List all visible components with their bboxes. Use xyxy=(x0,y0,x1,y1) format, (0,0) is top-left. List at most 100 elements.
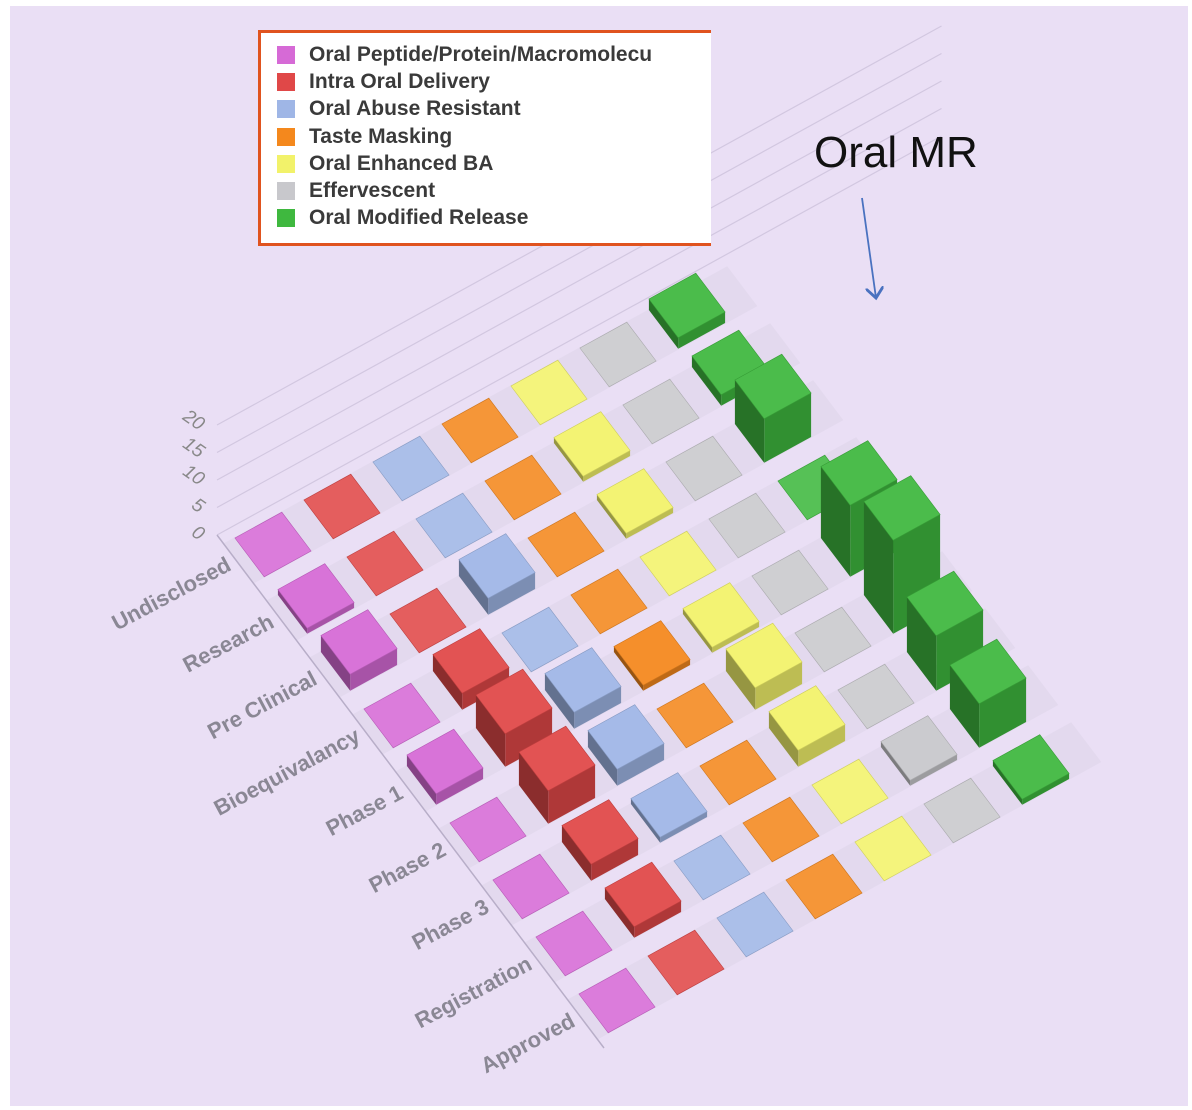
bar-face-front xyxy=(617,743,665,786)
bar-intra-oral-delivery-registration xyxy=(604,861,682,938)
bar-face-front xyxy=(979,678,1027,748)
legend-label-intra-oral: Intra Oral Delivery xyxy=(309,69,490,93)
bar-oral-abuse-resistant-phase-2 xyxy=(587,704,665,786)
bar-taste-masking-approved xyxy=(785,853,863,920)
legend-swatch-effervescent xyxy=(277,182,295,201)
legend-label-enhanced-ba: Oral Enhanced BA xyxy=(309,151,494,175)
legend-item-abuse-resistant: Oral Abuse Resistant xyxy=(277,96,711,123)
callout-arrow xyxy=(861,197,876,298)
bar-face-top xyxy=(561,799,639,865)
bar-face-top xyxy=(406,728,484,795)
bar-taste-masking-undisclosed xyxy=(441,397,519,464)
bar-face-top xyxy=(648,272,726,339)
bar-oral-peptide-protein-macromolecu-research xyxy=(277,563,355,634)
bar-taste-masking-phase-3 xyxy=(699,739,777,806)
bar-face-side xyxy=(544,673,575,729)
legend-label-taste-masking: Taste Masking xyxy=(309,124,453,148)
bar-oral-abuse-resistant-approved xyxy=(716,891,794,958)
bar-face-top xyxy=(613,620,691,686)
bar-face-front xyxy=(910,754,958,786)
bar-face-top xyxy=(837,663,915,730)
bar-face-top xyxy=(320,609,398,675)
legend-label-abuse-resistant: Oral Abuse Resistant xyxy=(309,97,521,121)
bar-face-front xyxy=(678,312,726,349)
bar-face-top xyxy=(234,511,312,578)
bar-face-side xyxy=(320,635,351,691)
bar-face-top xyxy=(578,967,656,1034)
legend-item-modified-release: Oral Modified Release xyxy=(277,205,711,232)
bar-face-front xyxy=(583,450,631,482)
bar-intra-oral-delivery-phase-1 xyxy=(475,668,553,767)
bar-face-top xyxy=(363,682,441,749)
bar-oral-modified-release-undisclosed xyxy=(648,272,726,349)
bar-face-side xyxy=(863,501,894,634)
bar-face-top xyxy=(794,606,872,673)
y-gridline-15 xyxy=(216,52,942,454)
bar-oral-abuse-resistant-undisclosed xyxy=(372,435,450,502)
bar-face-top xyxy=(656,682,734,749)
bar-face-side xyxy=(518,752,549,824)
bar-face-top xyxy=(553,411,631,477)
bar-oral-peptide-protein-macromolecu-phase-1 xyxy=(406,728,484,805)
bar-intra-oral-delivery-research xyxy=(346,530,424,597)
bar-effervescent-registration xyxy=(880,715,958,786)
bar-face-side xyxy=(587,730,618,786)
bar-oral-enhanced-ba-phase-2 xyxy=(725,622,803,710)
bar-face-side xyxy=(949,665,980,748)
legend-label-modified-release: Oral Modified Release xyxy=(309,206,529,230)
bar-face-top xyxy=(734,353,812,420)
bar-face-front xyxy=(436,768,484,805)
y-gridlines xyxy=(216,25,942,536)
bar-face-top xyxy=(622,378,700,445)
bar-face-top xyxy=(863,475,941,541)
bar-oral-enhanced-ba-approved xyxy=(854,815,932,882)
bar-face-top xyxy=(570,568,648,635)
bars xyxy=(234,272,1070,1034)
bar-effervescent-approved xyxy=(923,777,1001,844)
bar-oral-enhanced-ba-registration xyxy=(811,758,889,825)
bar-intra-oral-delivery-phase-2 xyxy=(518,725,596,824)
bar-face-top xyxy=(906,570,984,637)
bar-face-top xyxy=(277,563,355,629)
bar-face-top xyxy=(923,777,1001,844)
bar-face-top xyxy=(665,435,743,502)
bar-oral-modified-release-registration xyxy=(949,638,1027,748)
bar-oral-modified-release-approved xyxy=(992,734,1070,805)
bar-oral-modified-release-pre-clinical xyxy=(734,353,812,463)
bar-oral-enhanced-ba-bioequivalancy xyxy=(639,530,717,597)
bar-oral-enhanced-ba-pre-clinical xyxy=(596,468,674,539)
bar-effervescent-phase-2 xyxy=(794,606,872,673)
bar-face-side xyxy=(768,711,799,767)
bar-face-top xyxy=(501,606,579,673)
bar-face-side xyxy=(734,380,765,463)
bar-face-top xyxy=(716,891,794,958)
bar-face-top xyxy=(682,582,760,648)
bar-face-side xyxy=(906,597,937,691)
bar-oral-abuse-resistant-research xyxy=(415,492,493,559)
bar-face-side xyxy=(880,741,911,786)
legend-swatch-oral-peptide xyxy=(277,45,295,64)
bar-face-top xyxy=(699,739,777,806)
bar-face-front xyxy=(574,686,622,729)
bar-face-top xyxy=(527,511,605,578)
bar-face-top xyxy=(535,910,613,977)
bar-taste-masking-research xyxy=(484,454,562,521)
oral-mr-callout: Oral MR xyxy=(814,128,978,177)
bar-face-top xyxy=(449,796,527,863)
legend-item-taste-masking: Taste Masking xyxy=(277,123,711,150)
bar-face-side xyxy=(553,437,584,482)
legend-swatch-enhanced-ba xyxy=(277,154,295,173)
bar-oral-enhanced-ba-phase-3 xyxy=(768,685,846,767)
legend-item-effervescent: Effervescent xyxy=(277,177,711,204)
bar-face-top xyxy=(604,861,682,928)
bar-taste-masking-phase-1 xyxy=(613,620,691,691)
bar-effervescent-bioequivalancy xyxy=(708,492,786,559)
bar-face-top xyxy=(880,715,958,781)
bar-oral-peptide-protein-macromolecu-approved xyxy=(578,967,656,1034)
bar-oral-abuse-resistant-pre-clinical xyxy=(458,533,536,615)
bar-face-front xyxy=(488,572,536,615)
bar-oral-abuse-resistant-phase-3 xyxy=(630,772,708,843)
bar-effervescent-pre-clinical xyxy=(665,435,743,502)
legend-swatch-abuse-resistant xyxy=(277,100,295,119)
bar-face-side xyxy=(277,589,308,634)
